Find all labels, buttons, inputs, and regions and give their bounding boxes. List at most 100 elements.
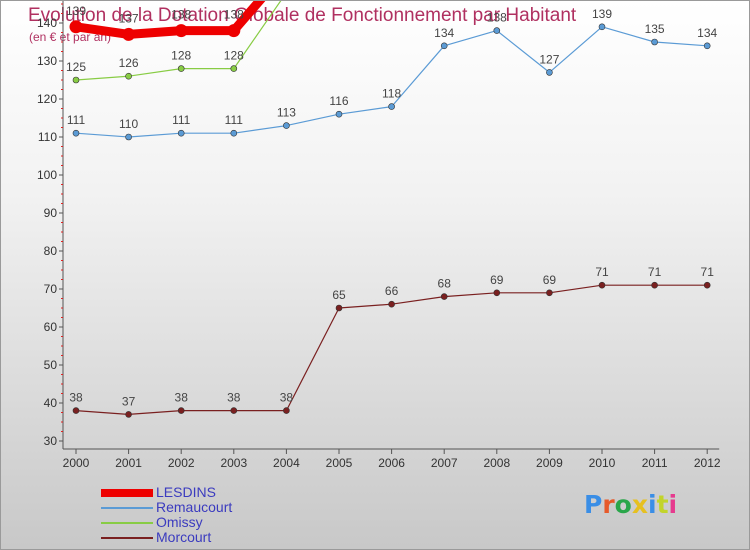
x-tick-label: 2006	[378, 456, 405, 470]
proxiti-logo: Proxiti	[584, 490, 677, 519]
data-point	[440, 293, 448, 300]
y-tick-label: 100	[37, 168, 57, 182]
y-tick-label: 140	[37, 16, 57, 30]
data-point	[335, 110, 343, 118]
data-point	[177, 129, 185, 137]
y-tick-label: 130	[37, 54, 57, 68]
x-tick-label: 2008	[483, 456, 510, 470]
data-label: 38	[69, 391, 83, 405]
data-point	[388, 103, 395, 110]
data-point	[230, 407, 238, 414]
x-tick-label: 2003	[220, 456, 247, 470]
data-label: 135	[645, 22, 665, 36]
data-point	[493, 27, 501, 34]
logo-letter: x	[631, 490, 648, 519]
data-label: 38	[175, 391, 189, 405]
logo-letter: r	[602, 490, 615, 519]
data-point	[335, 304, 343, 312]
x-tick-label: 2011	[642, 456, 668, 470]
data-point	[122, 27, 136, 41]
data-label: 116	[329, 94, 348, 108]
legend-item-lesdins[interactable]: LESDINS	[101, 484, 301, 500]
data-point	[125, 72, 132, 80]
data-label: 128	[171, 49, 191, 63]
data-point	[125, 133, 132, 141]
y-tick-label: 50	[44, 358, 58, 372]
legend-swatch	[101, 489, 153, 497]
data-point	[598, 281, 606, 289]
x-tick-label: 2000	[63, 456, 90, 470]
data-point	[440, 42, 448, 50]
data-point	[230, 65, 238, 72]
data-point	[174, 24, 188, 38]
data-label: 38	[280, 391, 294, 405]
y-tick-label: 60	[44, 320, 58, 334]
logo-letter: o	[614, 490, 632, 519]
data-label: 110	[119, 117, 138, 131]
legend-swatch	[101, 522, 153, 524]
data-point	[69, 20, 83, 34]
y-tick-label: 120	[37, 92, 57, 106]
data-label: 113	[277, 106, 296, 120]
y-tick-label: 80	[44, 244, 58, 258]
data-point	[283, 122, 290, 129]
data-label: 118	[382, 87, 401, 101]
data-label: 71	[648, 265, 662, 279]
data-label: 127	[539, 52, 559, 66]
data-point	[546, 289, 553, 297]
legend-item-omissy[interactable]: Omissy	[101, 514, 301, 530]
legend-label: Morcourt	[156, 529, 212, 545]
data-label: 37	[122, 394, 136, 408]
data-point	[388, 300, 395, 308]
x-tick-label: 2012	[694, 456, 721, 470]
data-point	[72, 407, 80, 414]
x-tick-label: 2005	[326, 456, 353, 470]
logo-letter: P	[584, 490, 603, 519]
data-point	[546, 69, 553, 76]
data-point	[703, 42, 711, 50]
data-label: 69	[543, 273, 557, 287]
chart-subtitle: (en € et par an)	[29, 30, 112, 44]
data-label: 139	[592, 7, 612, 21]
x-tick-label: 2002	[168, 456, 195, 470]
legend-swatch	[101, 537, 153, 539]
legend-item-morcourt[interactable]: Morcourt	[101, 529, 301, 545]
y-tick-label: 70	[44, 282, 58, 296]
y-tick-label: 40	[44, 396, 58, 410]
x-tick-label: 2009	[536, 456, 563, 470]
x-tick-label: 2007	[431, 456, 458, 470]
data-point	[125, 411, 132, 418]
chart-title: Evolution de la Dotation Globale de Fonc…	[28, 5, 577, 26]
data-label: 111	[172, 113, 191, 127]
data-label: 111	[225, 113, 244, 127]
legend-swatch	[101, 507, 153, 509]
x-tick-label: 2010	[589, 456, 616, 470]
logo-letter: t	[656, 490, 669, 519]
y-tick-label: 30	[44, 434, 58, 448]
data-label: 71	[595, 265, 609, 279]
data-point	[227, 24, 241, 38]
data-point	[177, 65, 185, 72]
y-tick-label: 90	[44, 206, 58, 220]
data-label: 134	[434, 26, 454, 40]
data-label: 126	[119, 56, 139, 70]
legend-label: Omissy	[156, 514, 203, 530]
data-point	[72, 76, 80, 84]
data-label: 139	[66, 4, 86, 18]
data-label: 128	[224, 49, 244, 63]
data-label: 125	[66, 60, 86, 74]
data-label: 65	[332, 288, 346, 302]
series-line-remaucourt	[75, 26, 708, 138]
data-point	[598, 23, 606, 31]
data-label: 38	[227, 391, 241, 405]
data-point	[230, 129, 238, 137]
legend-item-remaucourt[interactable]: Remaucourt	[101, 499, 301, 515]
data-label: 138	[171, 8, 191, 22]
y-tick-label: 110	[38, 130, 57, 144]
data-point	[493, 289, 501, 297]
legend-label: LESDINS	[156, 484, 216, 500]
data-point	[177, 407, 185, 414]
x-tick-label: 2001	[115, 456, 142, 470]
